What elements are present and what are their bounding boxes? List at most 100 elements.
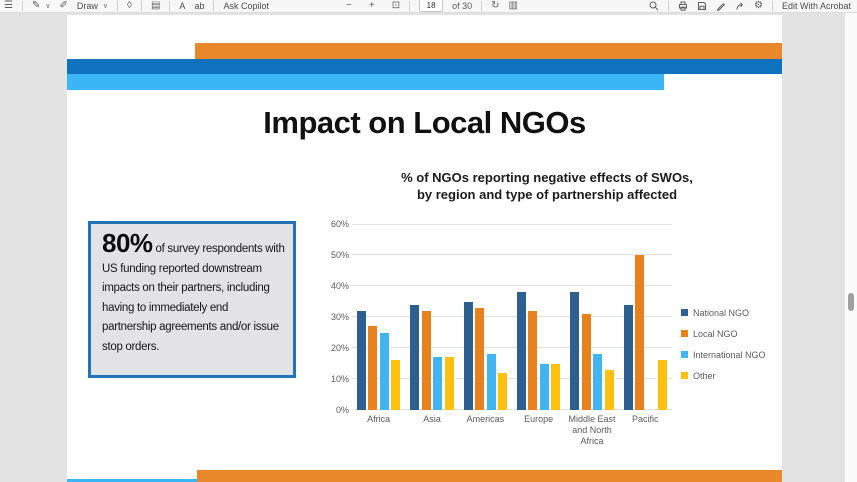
edit-annotation-icon[interactable] xyxy=(716,1,726,11)
text-select-button[interactable]: ab xyxy=(194,0,205,11)
legend-label: Local NGO xyxy=(693,328,738,339)
x-tick-label: Americas xyxy=(466,414,505,424)
chart-x-axis-labels: Africa Asia Americas Europe Middle East and … xyxy=(352,414,672,447)
page-count-label: of 30 xyxy=(452,0,473,11)
toolbar-separator xyxy=(140,0,142,11)
toolbar-separator xyxy=(771,0,773,11)
x-tick-label: Africa xyxy=(367,414,391,424)
legend-item: National NGO xyxy=(681,302,766,323)
legend-label: National NGO xyxy=(693,307,750,318)
chart-bar xyxy=(593,354,603,410)
legend-item: Local NGO xyxy=(681,323,766,344)
legend-swatch-icon xyxy=(681,330,688,337)
vertical-scrollbar-track[interactable] xyxy=(845,13,857,482)
chart-bar xyxy=(539,363,549,410)
chart-bar xyxy=(475,307,485,410)
toolbar-separator xyxy=(668,0,669,11)
bottom-banner-orange-bar xyxy=(197,470,782,482)
bottom-banner-lightblue-bar xyxy=(67,479,197,482)
top-banner-blue-bar xyxy=(67,59,782,74)
y-tick-label: 60% xyxy=(330,219,349,229)
legend-swatch-icon xyxy=(681,351,688,358)
y-tick-label: 50% xyxy=(330,250,349,260)
chart-plot xyxy=(352,224,672,410)
chart-bar xyxy=(433,357,443,410)
rotate-button[interactable]: ↻ xyxy=(491,0,500,11)
chart-title-line1: % of NGOs reporting negative effects of … xyxy=(401,170,693,185)
toolbar-separator xyxy=(213,0,215,11)
bar-group-africa xyxy=(352,224,405,410)
callout-box: 80% of survey respondents with US funding… xyxy=(88,221,296,378)
gridline xyxy=(352,254,672,255)
x-tick-label: Europe xyxy=(524,414,554,424)
legend-label: Other xyxy=(693,370,716,381)
legend-swatch-icon xyxy=(681,372,688,379)
read-aloud-button[interactable]: A xyxy=(179,0,186,11)
fit-page-button[interactable]: ⊡ xyxy=(391,0,401,11)
legend-item: International NGO xyxy=(681,344,766,365)
page-number-input[interactable]: 18 xyxy=(419,0,444,12)
chart-bar xyxy=(604,369,614,410)
annotate-pen-icon[interactable]: ✎ xyxy=(31,0,41,11)
chart-legend: National NGO Local NGO International NGO Ot… xyxy=(681,302,766,386)
chart-title-line2: by region and type of partnership affect… xyxy=(416,187,678,202)
toolbar-separator xyxy=(21,0,23,11)
top-banner-lightblue-bar xyxy=(67,74,664,90)
legend-label: International NGO xyxy=(693,349,766,360)
chart-bar xyxy=(516,292,526,410)
chart-bar xyxy=(528,310,538,410)
callout-text: 80% of survey respondents with US funding… xyxy=(102,230,285,357)
eraser-icon[interactable]: ◊ xyxy=(127,0,132,11)
chart-bar xyxy=(498,372,508,410)
y-tick-label: 40% xyxy=(330,281,349,291)
slide-title: Impact on Local NGOs xyxy=(263,105,586,140)
top-banner-orange-bar xyxy=(195,43,782,59)
chart-bar xyxy=(463,301,473,410)
highlighter-icon[interactable]: ✐ xyxy=(59,0,68,11)
legend-item: Other xyxy=(681,365,766,386)
zoom-in-button[interactable]: + xyxy=(368,0,375,11)
ask-copilot-button[interactable]: Ask Copilot xyxy=(223,0,269,11)
share-icon[interactable] xyxy=(735,1,745,11)
toolbar-separator xyxy=(117,0,119,11)
chart-bar xyxy=(356,310,366,410)
two-page-view-button[interactable]: ▥ xyxy=(508,0,518,11)
chart-bar xyxy=(379,332,389,410)
print-icon[interactable] xyxy=(678,1,688,11)
x-tick-label: Asia xyxy=(423,414,441,424)
y-tick-label: 20% xyxy=(330,343,349,353)
save-icon[interactable] xyxy=(697,1,707,11)
bar-group-europe xyxy=(512,224,565,410)
chart-bar xyxy=(421,310,431,410)
toolbar-separator xyxy=(169,0,171,11)
settings-gear-icon[interactable]: ⚙ xyxy=(754,0,763,11)
draw-chevron-down-icon[interactable]: ∨ xyxy=(102,2,109,10)
pen-chevron-down-icon[interactable]: ∨ xyxy=(45,2,51,10)
y-tick-label: 30% xyxy=(330,312,349,322)
search-icon[interactable] xyxy=(649,1,659,11)
vertical-scrollbar-thumb[interactable] xyxy=(848,293,854,311)
draw-button[interactable]: Draw xyxy=(76,0,98,11)
contents-icon[interactable]: ☰ xyxy=(4,0,13,11)
y-tick-label: 10% xyxy=(330,374,349,384)
pdf-toolbar: ☰ ✎ ∨ ✐ Draw ∨ ◊ ▤ A ab Ask Copilot − + … xyxy=(0,0,857,13)
legend-swatch-icon xyxy=(681,309,688,316)
toolbar-left-group: ☰ ✎ ∨ ✐ Draw ∨ ◊ ▤ A ab Ask Copilot xyxy=(4,0,269,12)
bar-group-asia xyxy=(405,224,458,410)
zoom-out-button[interactable]: − xyxy=(346,0,352,11)
toolbar-right-group: ⚙ Edit With Acrobat xyxy=(649,0,851,12)
chart-bar xyxy=(444,357,454,410)
edit-with-acrobat-button[interactable]: Edit With Acrobat xyxy=(781,0,851,11)
callout-body: of survey respondents with US funding re… xyxy=(102,243,285,353)
chart-y-axis-labels: 0% 10% 20% 30% 40% 50% 60% xyxy=(305,219,349,415)
chart-bar xyxy=(368,326,378,410)
chart-bar xyxy=(623,304,633,410)
x-tick-label: Middle East and North Africa xyxy=(568,414,616,446)
chart-bar xyxy=(551,363,561,410)
gridline xyxy=(352,347,672,348)
page-view-icon[interactable]: ▤ xyxy=(150,0,161,11)
chart-bar xyxy=(410,304,420,410)
x-tick-label: Pacific xyxy=(632,414,659,424)
toolbar-separator xyxy=(481,0,483,11)
